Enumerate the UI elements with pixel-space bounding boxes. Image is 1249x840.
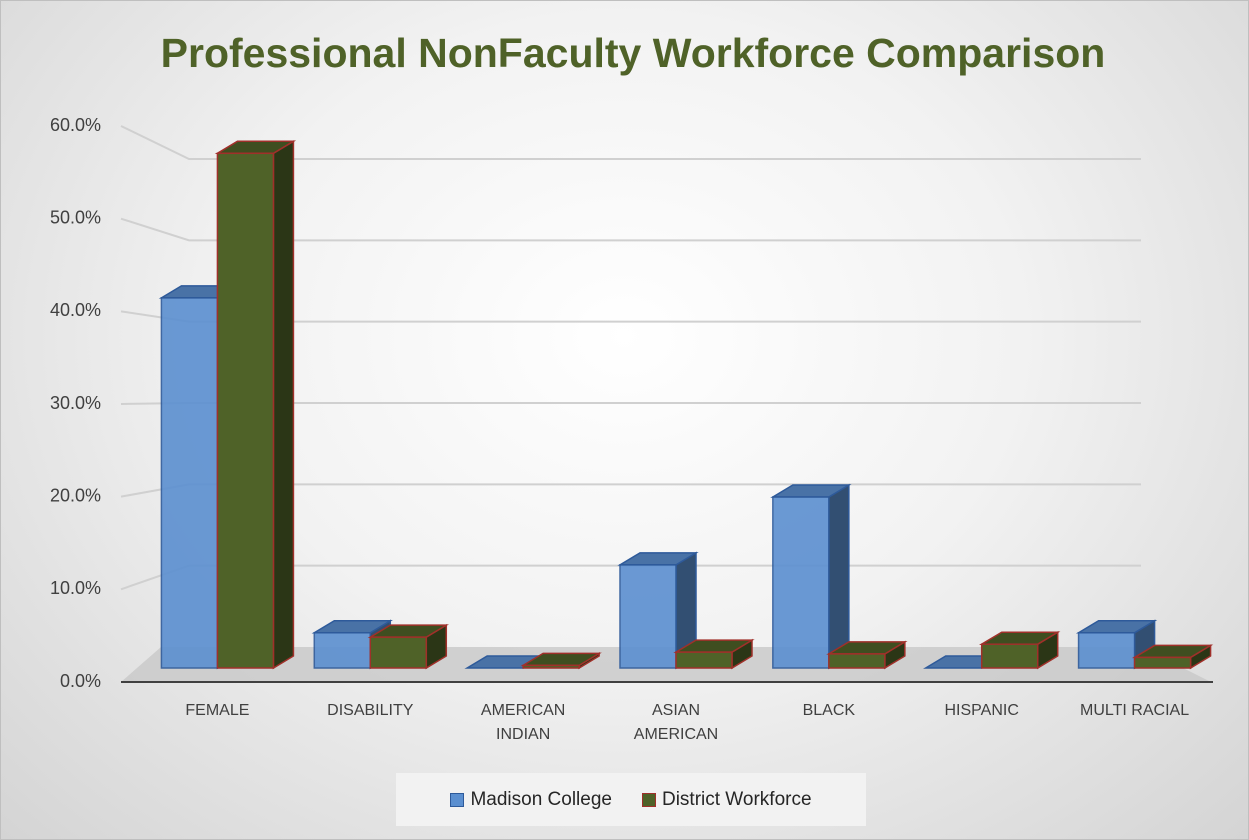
y-tick-label: 30.0% [50, 393, 101, 413]
bar-front [980, 643, 1039, 669]
bar [1131, 644, 1214, 670]
x-tick-label: HISPANIC [944, 702, 1019, 719]
bar [214, 139, 297, 670]
bar-side [272, 139, 295, 670]
legend-item: Madison College [450, 789, 612, 811]
bar [367, 623, 449, 670]
bar [770, 483, 852, 670]
legend-label: District Workforce [661, 788, 812, 810]
bar-front [772, 496, 830, 669]
bar-front [313, 631, 372, 669]
bar-front [369, 636, 428, 669]
bar-front [675, 651, 733, 669]
y-tick-label: 20.0% [50, 485, 101, 505]
x-tick-label: AMERICAN INDIAN [480, 702, 566, 743]
y-tick-label: 10.0% [50, 578, 101, 598]
grid-line [120, 125, 1141, 160]
bar [520, 652, 602, 670]
y-tick-label: 60.0% [50, 115, 101, 135]
bar-side [828, 483, 850, 670]
bar-front [828, 653, 886, 669]
chart-title: Professional NonFaculty Workforce Compar… [161, 30, 1106, 76]
y-tick-label: 0.0% [60, 671, 101, 691]
x-tick-label: ASIAN AMERICAN [633, 702, 719, 743]
legend: Madison College District Workforce [396, 773, 866, 826]
bar [826, 640, 908, 670]
x-tick-label: BLACK [802, 702, 856, 719]
legend-item: District Workforce [641, 788, 812, 811]
bar-front [1133, 656, 1192, 669]
bar-front [522, 664, 580, 669]
x-tick-label: DISABILITY [327, 702, 414, 719]
y-tick-label: 40.0% [50, 300, 101, 320]
legend-swatch [641, 792, 656, 807]
legend-swatch [450, 792, 465, 807]
legend-label: Madison College [470, 788, 612, 810]
x-tick-label: FEMALE [185, 702, 250, 719]
grid-line [120, 217, 1141, 242]
bar [617, 551, 699, 670]
x-tick-label: MULTI RACIAL [1080, 702, 1190, 719]
bar [979, 630, 1061, 670]
bar-front [619, 564, 677, 669]
bar-front [160, 297, 219, 669]
y-tick-label: 50.0% [50, 207, 101, 227]
bar-front [216, 152, 275, 669]
bar-front [1077, 631, 1136, 669]
bar [673, 638, 755, 670]
